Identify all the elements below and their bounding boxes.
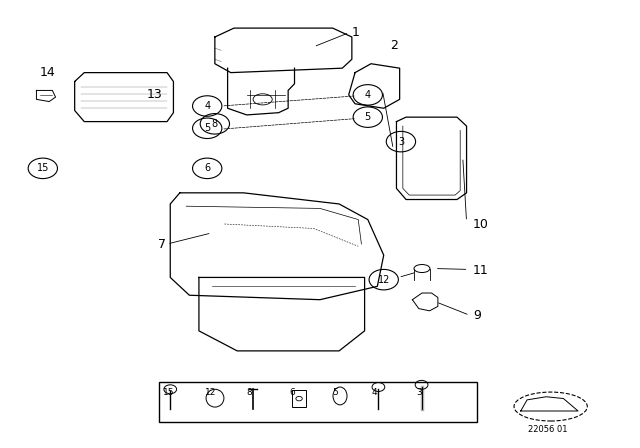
Text: 6: 6 xyxy=(289,388,295,396)
Text: 5: 5 xyxy=(365,112,371,122)
Text: 8: 8 xyxy=(212,119,218,129)
Bar xyxy=(292,390,306,407)
Text: 13: 13 xyxy=(147,88,163,101)
Text: 12: 12 xyxy=(205,388,217,396)
Text: 5: 5 xyxy=(204,123,211,133)
Text: 14: 14 xyxy=(40,66,56,79)
Text: 2: 2 xyxy=(390,39,398,52)
Text: 8: 8 xyxy=(246,388,252,396)
Text: 15: 15 xyxy=(163,388,174,396)
Text: 5: 5 xyxy=(332,388,338,396)
Text: 4: 4 xyxy=(372,388,378,396)
Text: 10: 10 xyxy=(473,217,489,231)
Bar xyxy=(159,382,477,422)
Text: 3: 3 xyxy=(398,137,404,146)
Text: 7: 7 xyxy=(157,237,166,250)
Text: 3: 3 xyxy=(417,388,422,396)
Text: 1: 1 xyxy=(352,26,360,39)
Text: 15: 15 xyxy=(36,164,49,173)
Text: 22056 01: 22056 01 xyxy=(529,425,568,434)
Text: 9: 9 xyxy=(473,309,481,322)
Text: 11: 11 xyxy=(473,264,489,277)
Text: 6: 6 xyxy=(204,164,211,173)
Text: 4: 4 xyxy=(365,90,371,100)
Text: 4: 4 xyxy=(204,101,211,111)
Text: 12: 12 xyxy=(378,275,390,284)
